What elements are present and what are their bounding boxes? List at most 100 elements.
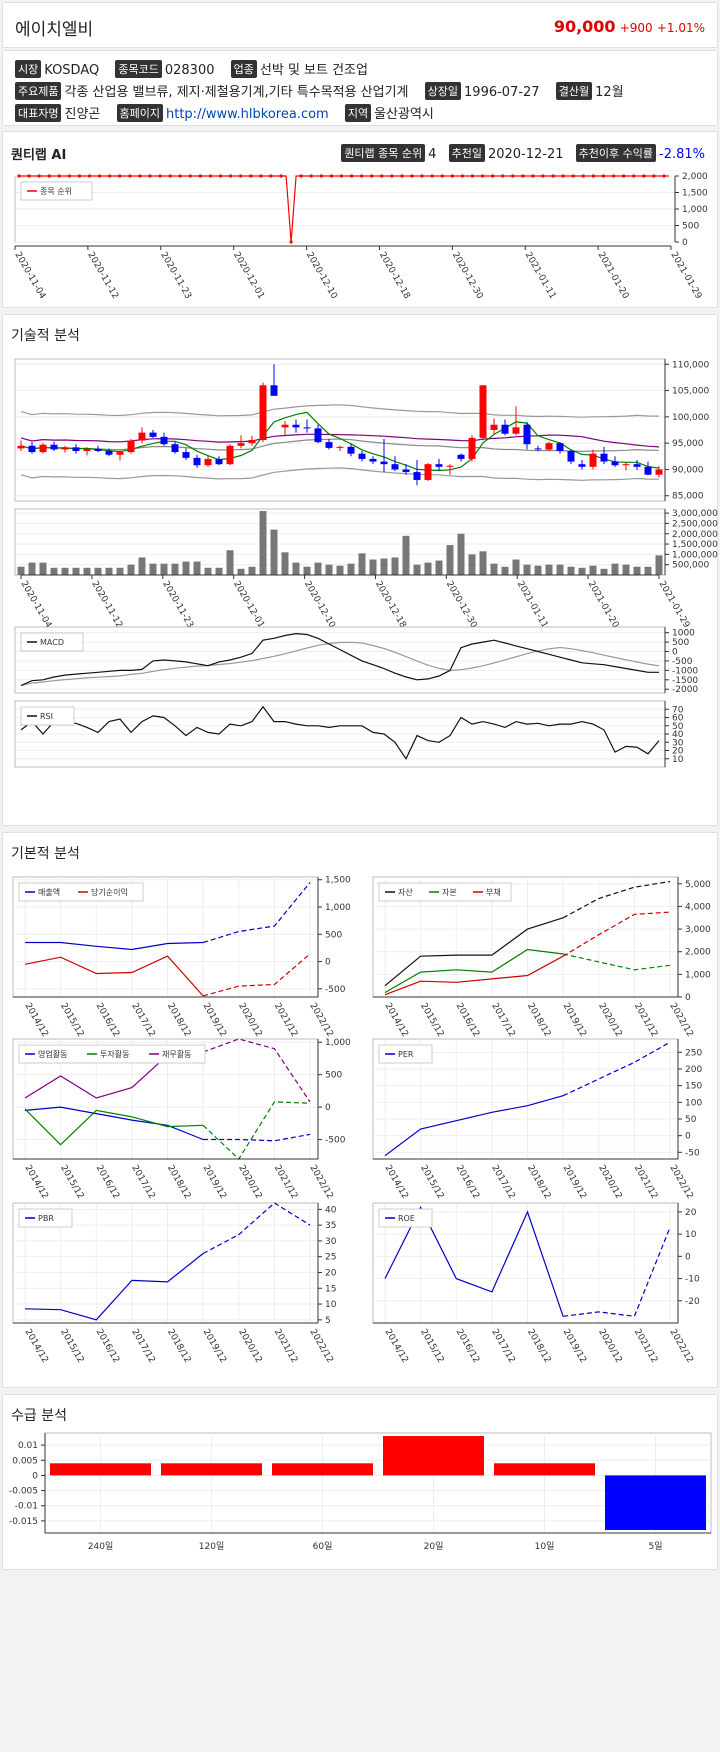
volume-bar: [39, 562, 47, 575]
current-price: 90,000: [553, 17, 616, 36]
supply-frame: [44, 1432, 712, 1534]
f1-xtick-label: 2016/12: [94, 1002, 121, 1039]
f6-legend-box: [378, 1208, 433, 1228]
f2-series-line: [384, 948, 564, 994]
price-candle: [413, 472, 421, 480]
rank-point: [239, 174, 243, 178]
f4-xtick-label: 2017/12: [489, 1164, 516, 1201]
rank-point: [188, 174, 192, 178]
rank-point: [249, 174, 253, 178]
price-candle: [61, 447, 69, 450]
rank-point: [370, 174, 374, 178]
rank-point: [229, 174, 233, 178]
rank-point: [208, 174, 213, 178]
rank-xtick-label: 2020-11-23: [158, 251, 193, 301]
rsi-ytick-label: 10: [672, 755, 684, 765]
volume-bar: [138, 557, 146, 575]
rank-point: [138, 174, 142, 178]
volume-bar: [28, 562, 36, 575]
ceo-tag: 대표자명: [15, 104, 62, 122]
volume-xtick-label: 2020-12-01: [231, 580, 266, 630]
rank-point: [128, 174, 132, 178]
f4-ytick-label: -50: [685, 1148, 700, 1158]
f2-legend-label: 자본: [442, 888, 457, 897]
f2-ytick-label: 4,000: [685, 902, 711, 912]
homepage-link[interactable]: http://www.hlbkorea.com: [166, 107, 329, 122]
f1-ytick-label: 1,000: [325, 903, 351, 913]
rank-point: [37, 174, 41, 178]
volume-xtick-label: 2021-01-20: [586, 580, 621, 631]
rank-point: [622, 174, 626, 178]
macd-ytick-label: -1000: [672, 666, 698, 676]
info-row-2: 주요제품 각종 산업용 밸브류, 제지·제철용기계,기타 특수목적용 산업기계 상…: [15, 81, 636, 100]
fiscal-value: 12월: [595, 85, 624, 100]
company-name: 에이치엘비: [15, 20, 94, 40]
rank-point: [551, 174, 555, 178]
volume-bar: [622, 564, 630, 575]
f3-legend-label: 재무활동: [162, 1049, 191, 1059]
price-candle: [116, 452, 124, 455]
rank-point: [400, 174, 404, 178]
price-candle: [633, 464, 641, 467]
f6-xtick-label: 2020/12: [596, 1328, 623, 1365]
volume-bar: [171, 563, 179, 575]
f4-xtick-label: 2016/12: [454, 1164, 481, 1201]
macd-ytick-label: 0: [672, 648, 678, 658]
rank-point: [118, 174, 122, 178]
rank-point: [632, 174, 636, 178]
rank-point: [460, 174, 465, 178]
price-candle: [380, 461, 388, 465]
volume-bar: [446, 545, 454, 575]
volume-bar: [182, 561, 190, 575]
f5-xtick-label: 2015/12: [58, 1328, 85, 1365]
volume-bar: [149, 563, 157, 575]
price-box: 90,000 +900 +1.01%: [554, 17, 705, 36]
rsi-legend-box: [20, 706, 75, 726]
products-tag: 주요제품: [15, 82, 62, 100]
f2-legend-box: [378, 882, 512, 902]
volume-bar: [358, 553, 366, 575]
f1-ytick-label: 500: [325, 930, 342, 940]
volume-bar: [303, 566, 311, 575]
f2-xtick-label: 2020/12: [596, 1002, 623, 1039]
volume-bar: [270, 529, 278, 575]
volume-bar: [380, 558, 388, 575]
f6-ytick-label: -20: [685, 1297, 700, 1307]
rank-legend-box: [20, 181, 93, 201]
fiscal-tag: 결산월: [555, 82, 593, 100]
f1-xtick-label: 2017/12: [129, 1002, 156, 1039]
f1-xtick-label: 2018/12: [165, 1002, 192, 1039]
volume-bar: [314, 562, 322, 575]
rank-point: [198, 174, 202, 178]
rank-ytick-label: 1,500: [682, 189, 708, 199]
homepage-tag: 홈페이지: [116, 104, 163, 122]
volume-frame: [14, 508, 666, 576]
rank-point: [601, 174, 606, 178]
f3-xtick-label: 2016/12: [94, 1164, 121, 1201]
f5-xtick-label: 2022/12: [307, 1328, 334, 1365]
price-candle: [39, 444, 47, 453]
price-candle: [193, 457, 201, 466]
volume-bar: [413, 564, 421, 575]
volume-bar: [545, 564, 553, 575]
volume-bar: [292, 562, 300, 575]
price-candle: [600, 453, 608, 462]
f3-legend-label: 영업활동: [38, 1049, 67, 1059]
f3-ytick-label: 1,000: [325, 1038, 351, 1048]
volume-bar: [325, 564, 333, 575]
f2-series-forecast: [562, 911, 671, 957]
f4-xtick-label: 2021/12: [632, 1164, 659, 1201]
quantilab-stats: 퀀티랩 종목 순위 4 추천일 2020-12-21 추천이후 수익률 -2.81%: [341, 144, 705, 162]
technical-title: 기술적 분석: [11, 328, 80, 344]
rank-point: [269, 174, 273, 178]
f1-ytick-label: -500: [325, 985, 346, 995]
supply-bar: [272, 1463, 373, 1476]
price-candle: [259, 385, 267, 440]
volume-xtick-label: 2021-01-29: [656, 580, 691, 631]
rank-point: [360, 174, 364, 178]
f2-series-forecast: [562, 880, 671, 919]
rank-point: [591, 174, 596, 178]
price-candle: [446, 465, 454, 467]
products-value: 각종 산업용 밸브류, 제지·제철용기계,기타 특수목적용 산업기계: [64, 85, 409, 100]
market-value: KOSDAQ: [44, 63, 100, 78]
